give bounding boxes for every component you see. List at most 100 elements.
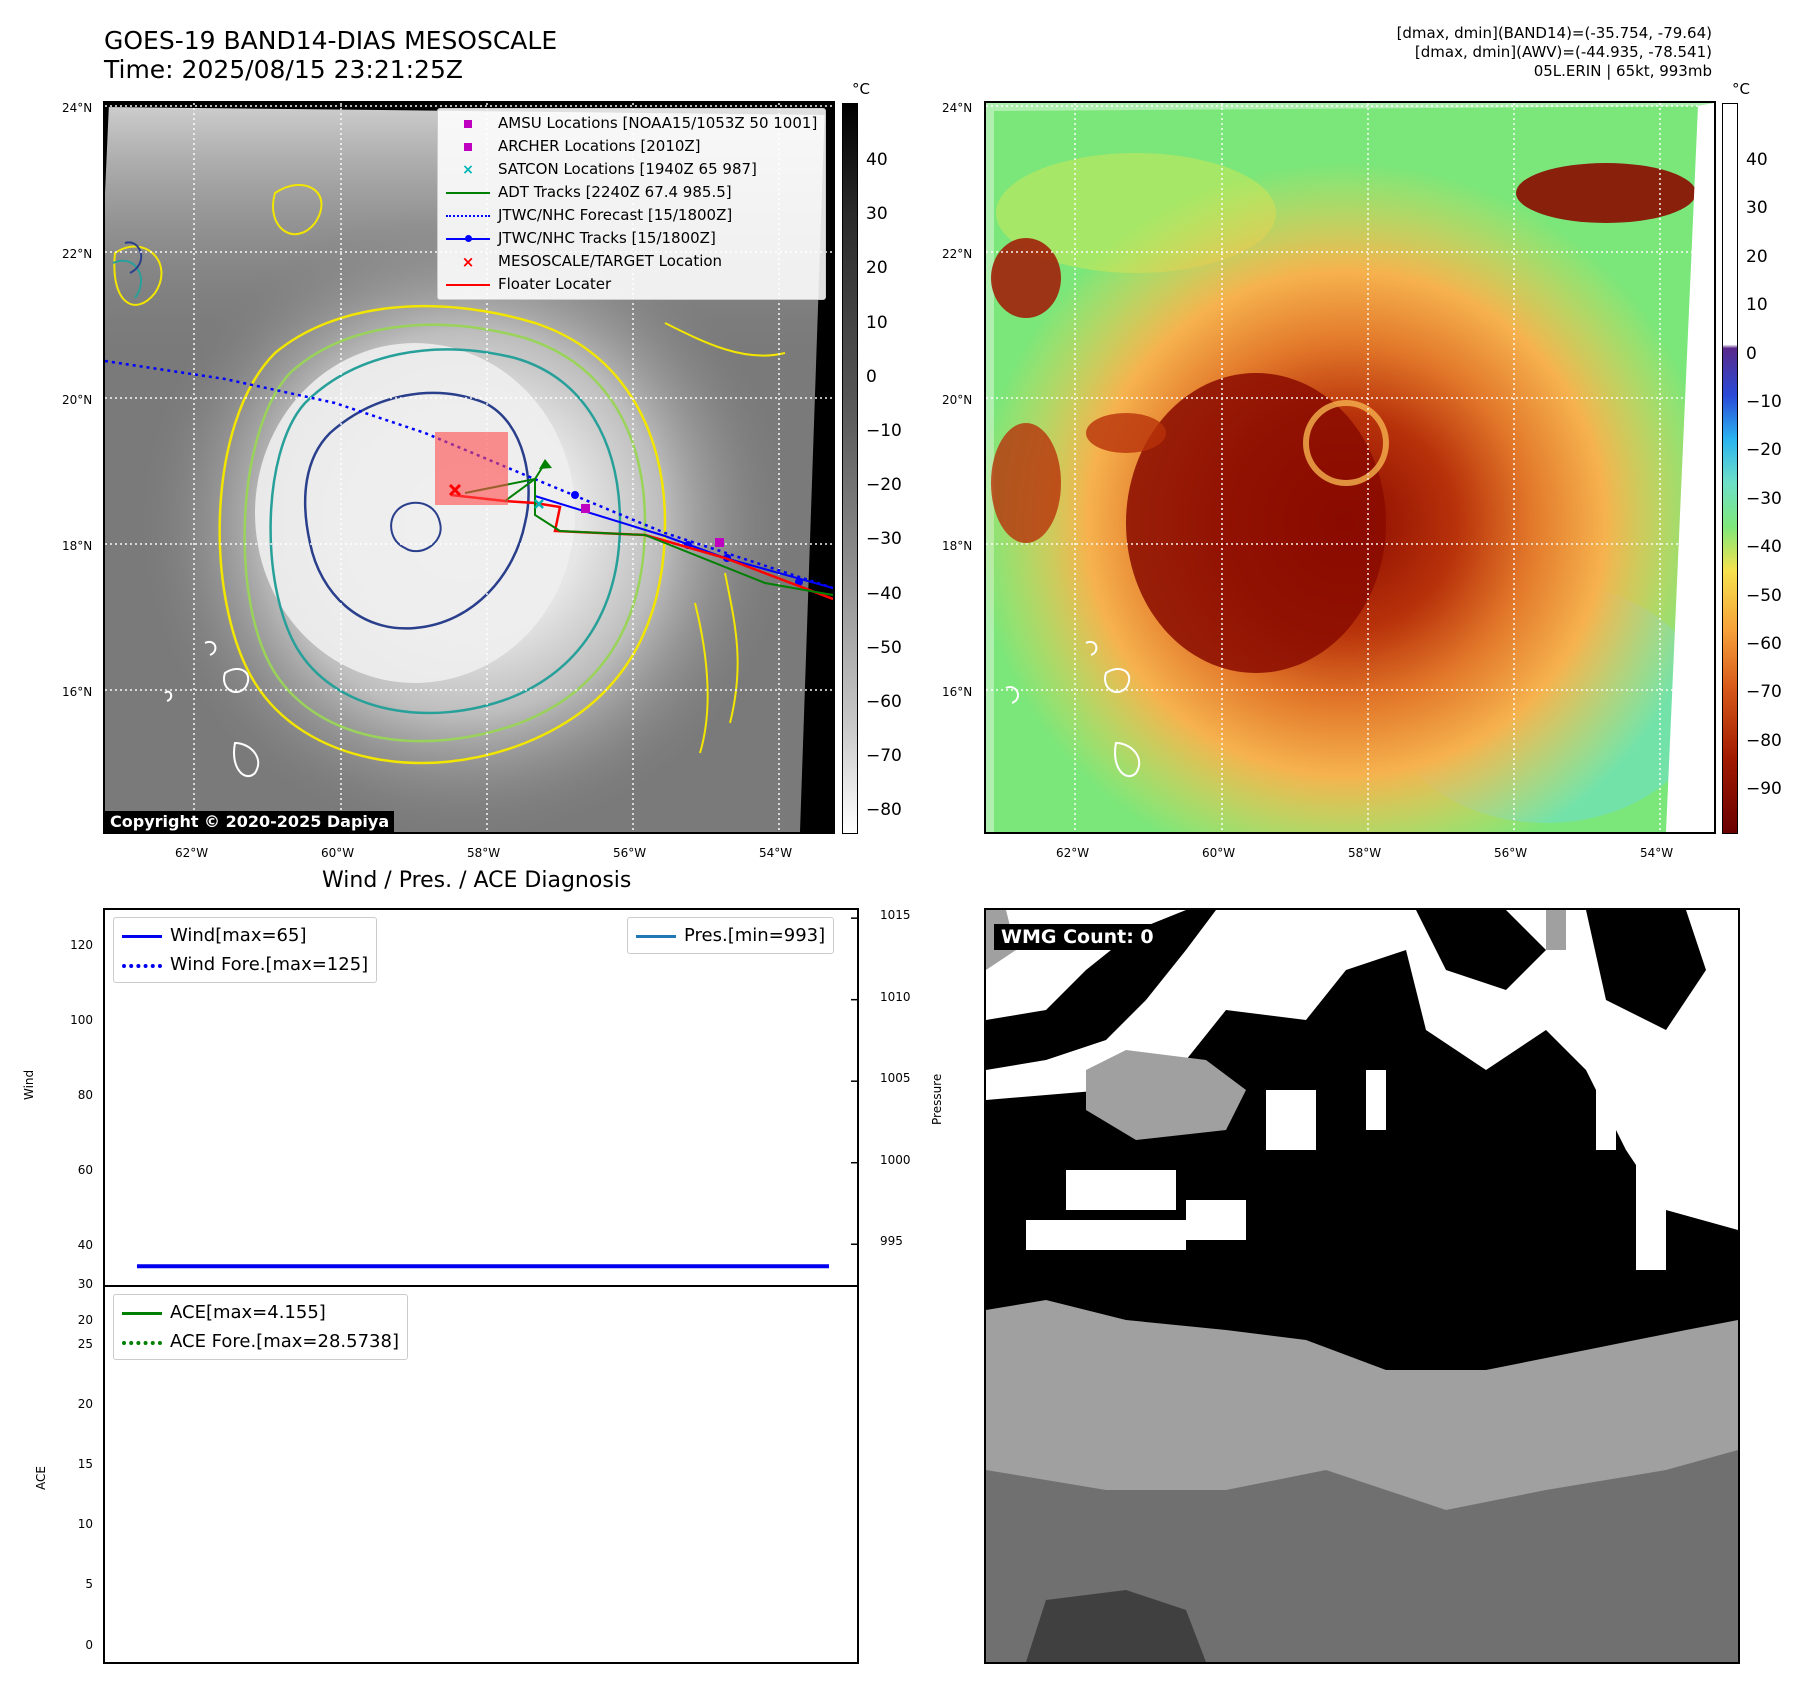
lat-label: 20°N — [62, 393, 93, 407]
ir-colorbar-tick: 10 — [866, 312, 888, 333]
meta-awv-range: [dmax, dmin](AWV)=(-44.935, -78.541) — [1414, 43, 1712, 61]
awv-colorbar-tick: 40 — [1746, 150, 1768, 170]
legend-label: ARCHER Locations [2010Z] — [498, 137, 701, 155]
pressure-tick-label: 1015 — [880, 908, 911, 923]
ace-tick-label: 5 — [85, 1577, 93, 1592]
map-legend: AMSU Locations [NOAA15/1053Z 50 1001] AR… — [437, 108, 827, 300]
legend-item-forecast: JTWC/NHC Forecast [15/1800Z] — [446, 204, 817, 227]
lat-label: 24°N — [942, 101, 973, 115]
ir-colorbar-tick: 40 — [866, 150, 888, 170]
ace-tick-label: 15 — [77, 1457, 93, 1472]
ace-tick-label: 0 — [85, 1637, 93, 1652]
awv-colorbar-tick: 0 — [1746, 343, 1757, 364]
awv-map-graphic — [986, 103, 1714, 832]
ir-colorbar-tick: −60 — [866, 692, 902, 712]
pressure-tick-label: 995 — [880, 1234, 903, 1249]
ace-tick-label: 25 — [77, 1337, 93, 1352]
lat-label: 20°N — [942, 393, 973, 407]
copyright-label: Copyright © 2020-2025 Dapiya — [105, 811, 395, 832]
awv-colorbar-tick: −90 — [1746, 779, 1782, 800]
line-icon — [122, 929, 162, 943]
awv-colorbar-tick: 30 — [1746, 198, 1768, 219]
awv-colorbar-tick: −40 — [1746, 537, 1782, 558]
ace-tick-label: 10 — [77, 1517, 93, 1532]
legend-item-ace-forecast: ACE Fore.[max=28.5738] — [122, 1327, 399, 1356]
dotted-line-icon — [446, 209, 490, 223]
legend-item-adt: ADT Tracks [2240Z 67.4 985.5] — [446, 181, 817, 204]
legend-item-satcon: × SATCON Locations [1940Z 65 987] — [446, 158, 817, 181]
legend-item-target: × MESOSCALE/TARGET Location — [446, 250, 817, 273]
lon-label: 58°W — [467, 846, 501, 860]
awv-colorbar-tick: −50 — [1746, 585, 1782, 606]
line-icon — [446, 278, 490, 292]
figure-time: Time: 2025/08/15 23:21:25Z — [104, 55, 463, 84]
legend-label: Pres.[min=993] — [684, 925, 826, 946]
pressure-tick-label: 1005 — [880, 1071, 911, 1086]
ir-colorbar-tick: −80 — [866, 800, 902, 821]
wind-tick-label: 40 — [77, 1237, 93, 1252]
awv-colorbar-tick: 10 — [1746, 295, 1768, 316]
wind-tick-label: 20 — [77, 1312, 93, 1327]
lat-label: 16°N — [942, 685, 973, 699]
ace-legend: ACE[max=4.155] ACE Fore.[max=28.5738] — [113, 1294, 408, 1360]
ace-panel — [103, 1285, 859, 1664]
ace-axis-label: ACE — [34, 1466, 48, 1490]
ir-colorbar-tick: −50 — [866, 637, 902, 658]
legend-item-pressure: Pres.[min=993] — [636, 921, 825, 950]
pressure-legend: Pres.[min=993] — [627, 917, 835, 954]
legend-item-ace: ACE[max=4.155] — [122, 1298, 399, 1327]
lat-label: 22°N — [942, 247, 973, 261]
pressure-tick-label: 1000 — [880, 1152, 911, 1167]
lon-label: 60°W — [321, 846, 355, 860]
legend-label: ADT Tracks [2240Z 67.4 985.5] — [498, 183, 732, 201]
dotted-line-icon — [122, 958, 162, 972]
legend-item-tracks: JTWC/NHC Tracks [15/1800Z] — [446, 227, 817, 250]
ir-colorbar-tick: −20 — [866, 475, 902, 496]
awv-colorbar-tick: −30 — [1746, 488, 1782, 509]
legend-item-wind-forecast: Wind Fore.[max=125] — [122, 950, 368, 979]
line-icon — [122, 1306, 162, 1320]
ir-colorbar-tick: −30 — [866, 529, 902, 550]
lat-label: 16°N — [62, 685, 93, 699]
lat-label: 24°N — [62, 101, 93, 115]
wind-pressure-plot — [137, 917, 857, 1269]
x-marker-icon: × — [462, 161, 474, 178]
legend-label: Wind[max=65] — [170, 925, 307, 946]
pressure-axis-label: Pressure — [930, 1073, 944, 1125]
line-dot-icon — [446, 232, 490, 246]
awv-colorbar-tick: −10 — [1746, 392, 1782, 412]
lon-label: 60°W — [1202, 846, 1236, 860]
lat-label: 18°N — [62, 539, 93, 553]
ir-colorbar-tick: 0 — [866, 366, 877, 387]
legend-label: AMSU Locations [NOAA15/1053Z 50 1001] — [498, 114, 818, 132]
figure-title: GOES-19 BAND14-DIAS MESOSCALE — [104, 26, 558, 55]
legend-item-archer: ARCHER Locations [2010Z] — [446, 135, 817, 158]
line-icon — [446, 186, 490, 200]
lon-label: 54°W — [1640, 846, 1674, 860]
lon-label: 62°W — [1056, 846, 1090, 860]
ir-colorbar-tick: −40 — [866, 583, 902, 604]
square-marker-icon — [446, 140, 490, 154]
lon-label: 54°W — [759, 846, 793, 860]
legend-label: SATCON Locations [1940Z 65 987] — [498, 160, 757, 178]
awv-colorbar-tick: −70 — [1746, 682, 1782, 703]
wind-tick-label: 60 — [77, 1162, 93, 1177]
legend-item-floater: Floater Locater — [446, 273, 817, 296]
meta-storm-info: 05L.ERIN | 65kt, 993mb — [1533, 62, 1712, 80]
legend-label: Wind Fore.[max=125] — [170, 954, 369, 975]
ir-colorbar-tick: 20 — [866, 258, 888, 279]
ir-colorbar — [842, 103, 858, 834]
meta-band14-range: [dmax, dmin](BAND14)=(-35.754, -79.64) — [1396, 24, 1712, 42]
lon-label: 58°W — [1348, 846, 1382, 860]
ir-colorbar-tick: −70 — [866, 746, 902, 767]
lat-label: 18°N — [942, 539, 973, 553]
ir-colorbar-tick: 30 — [866, 204, 888, 225]
ace-tick-label: 30 — [77, 1277, 93, 1291]
line-icon — [636, 929, 676, 943]
diagnosis-title: Wind / Pres. / ACE Diagnosis — [322, 868, 632, 893]
legend-label: ACE[max=4.155] — [170, 1302, 326, 1323]
lon-label: 56°W — [613, 846, 647, 860]
legend-label: JTWC/NHC Tracks [15/1800Z] — [498, 229, 716, 247]
awv-colorbar-tick: −20 — [1746, 440, 1782, 461]
wmg-mask-graphic — [986, 910, 1738, 1662]
